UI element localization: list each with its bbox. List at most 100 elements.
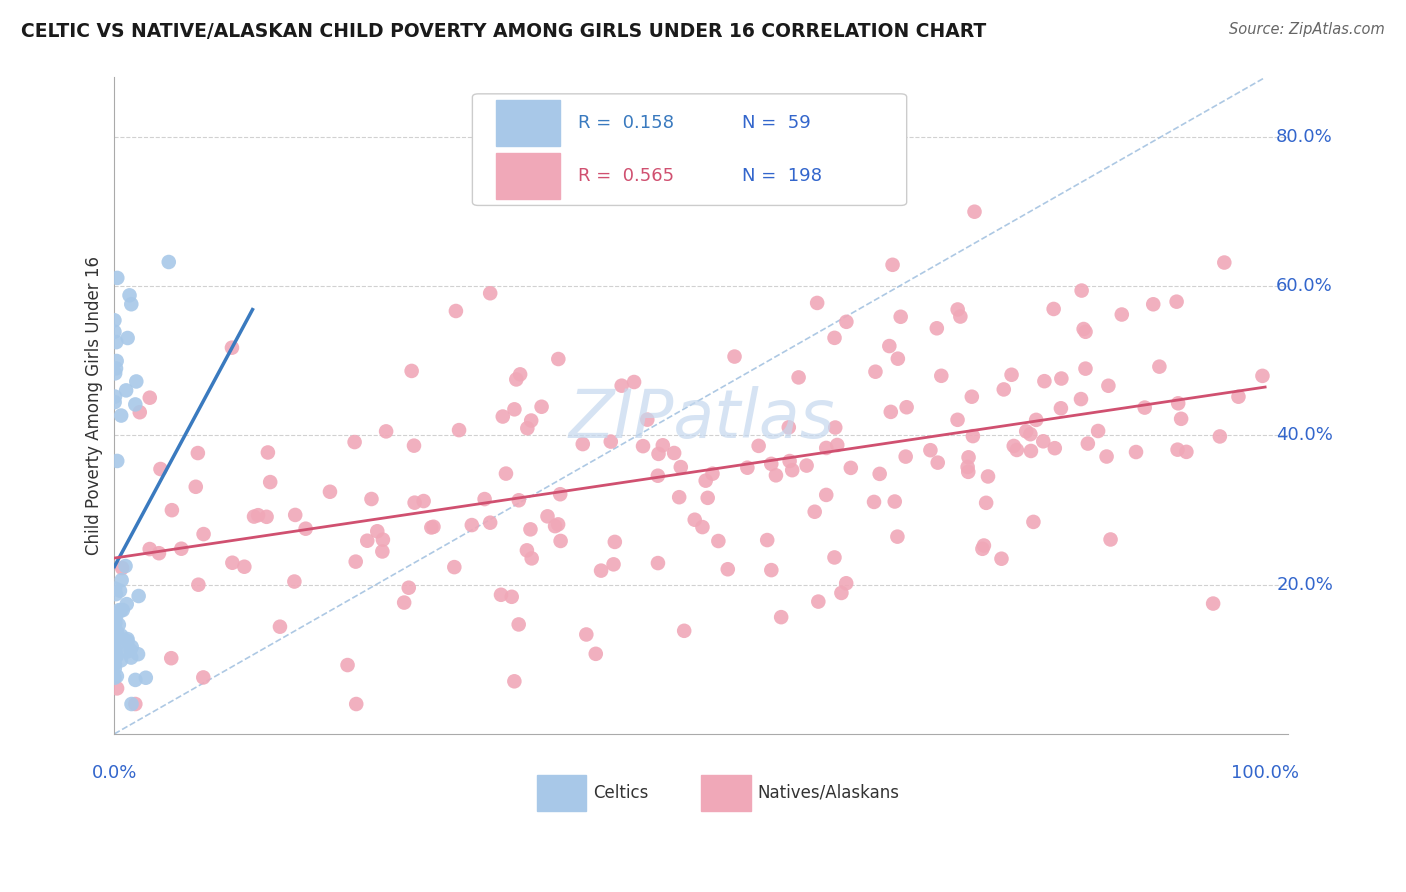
Text: ZIPatlas: ZIPatlas <box>568 385 835 451</box>
Point <box>796 458 818 473</box>
Point <box>124 697 146 711</box>
Point <box>651 438 673 452</box>
Point <box>193 527 215 541</box>
Point <box>1099 533 1122 547</box>
Point <box>120 643 142 657</box>
Point <box>443 560 465 574</box>
Point <box>887 351 910 366</box>
Point <box>104 395 127 409</box>
Point <box>412 494 434 508</box>
Point <box>977 469 1000 483</box>
Point <box>516 543 538 558</box>
Point <box>717 562 740 576</box>
Point <box>825 438 848 452</box>
Point <box>530 400 553 414</box>
Point <box>104 642 127 657</box>
Point <box>105 669 128 683</box>
Point <box>105 271 128 285</box>
Point <box>108 603 131 617</box>
Point <box>1070 392 1092 406</box>
Point <box>503 402 526 417</box>
Point <box>398 581 420 595</box>
Text: 20.0%: 20.0% <box>1277 575 1333 594</box>
Point <box>128 405 150 419</box>
Point <box>160 651 183 665</box>
Point <box>233 559 256 574</box>
Point <box>256 509 278 524</box>
Point <box>803 505 825 519</box>
Point <box>343 435 366 450</box>
Point <box>105 354 128 368</box>
Point <box>1087 424 1109 438</box>
Point <box>124 397 146 411</box>
Point <box>283 574 305 589</box>
Bar <box>496 153 561 199</box>
Point <box>104 631 127 645</box>
Point <box>1251 368 1274 383</box>
Point <box>973 539 995 553</box>
Point <box>371 533 394 547</box>
Point <box>135 671 157 685</box>
Point <box>1050 371 1073 385</box>
Point <box>1111 308 1133 322</box>
FancyBboxPatch shape <box>472 94 907 205</box>
Point <box>662 446 685 460</box>
Point <box>1166 294 1188 309</box>
Point <box>1142 297 1164 311</box>
Point <box>668 490 690 504</box>
Point <box>761 563 783 577</box>
Point <box>1019 444 1042 458</box>
Point <box>1000 368 1022 382</box>
Point <box>1227 390 1250 404</box>
Point <box>117 634 139 648</box>
Point <box>1167 396 1189 410</box>
Point <box>170 541 193 556</box>
Text: 0.0%: 0.0% <box>91 764 138 782</box>
Point <box>631 439 654 453</box>
Point <box>104 367 127 381</box>
Text: 60.0%: 60.0% <box>1277 277 1333 295</box>
Point <box>957 465 980 479</box>
Point <box>108 635 131 649</box>
Point <box>420 520 443 534</box>
Point <box>778 420 800 434</box>
Point <box>972 541 994 556</box>
Point <box>127 647 149 661</box>
Point <box>1170 412 1192 426</box>
Point <box>603 535 626 549</box>
Point <box>756 533 779 547</box>
Point <box>673 624 696 638</box>
Point <box>957 450 980 465</box>
Point <box>550 533 572 548</box>
Point <box>1070 284 1092 298</box>
Point <box>815 441 838 455</box>
Point <box>516 421 538 435</box>
Point <box>869 467 891 481</box>
Point <box>461 518 484 533</box>
Point <box>479 516 502 530</box>
Point <box>105 609 128 624</box>
Point <box>929 368 952 383</box>
Point <box>647 556 669 570</box>
Point <box>187 446 209 460</box>
Point <box>692 520 714 534</box>
Point <box>187 577 209 591</box>
Point <box>623 375 645 389</box>
Point <box>257 445 280 459</box>
Point <box>669 460 692 475</box>
Point <box>824 420 846 434</box>
Point <box>344 697 367 711</box>
Point <box>118 288 141 302</box>
Point <box>117 632 139 646</box>
Point <box>124 673 146 687</box>
Point <box>1167 442 1189 457</box>
Point <box>839 461 862 475</box>
Point <box>770 610 793 624</box>
Point <box>508 493 530 508</box>
Point <box>824 331 846 345</box>
Point <box>787 370 810 384</box>
Point <box>519 522 541 536</box>
Point <box>121 697 143 711</box>
Point <box>138 542 160 557</box>
Point <box>111 573 134 587</box>
